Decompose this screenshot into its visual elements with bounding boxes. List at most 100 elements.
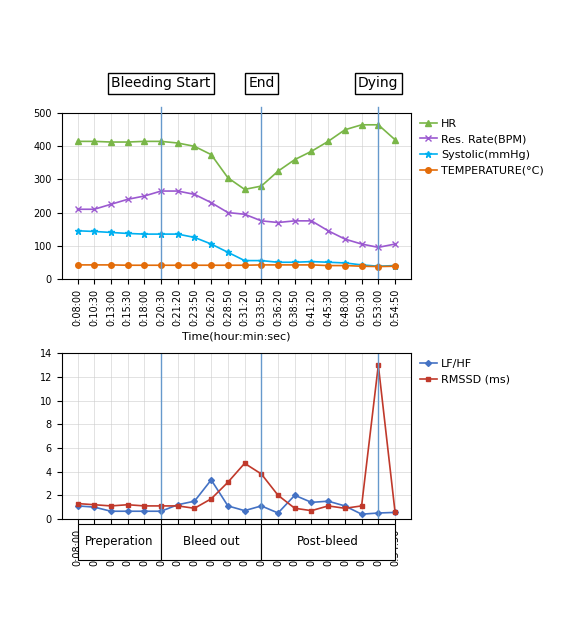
- TEMPERATURE(°C): [141, 262, 148, 269]
- Res. Rate(BPM): [174, 187, 181, 195]
- Systolic(mmHg): [157, 230, 164, 238]
- TEMPERATURE(°C): [74, 261, 81, 269]
- Res. Rate(BPM): [157, 187, 164, 195]
- TEMPERATURE(°C): [124, 262, 131, 269]
- RMSSD (ms): [224, 479, 231, 486]
- RMSSD (ms): [124, 501, 131, 508]
- LF/HF: [208, 476, 215, 484]
- Systolic(mmHg): [342, 259, 349, 267]
- HR: [358, 121, 365, 128]
- TEMPERATURE(°C): [392, 262, 399, 270]
- RMSSD (ms): [191, 504, 198, 512]
- Res. Rate(BPM): [208, 199, 215, 206]
- Text: Preperation: Preperation: [85, 535, 154, 548]
- Line: TEMPERATURE(°C): TEMPERATURE(°C): [75, 262, 398, 269]
- LF/HF: [107, 508, 114, 515]
- TEMPERATURE(°C): [291, 261, 298, 269]
- RMSSD (ms): [258, 470, 265, 478]
- HR: [342, 126, 349, 133]
- Res. Rate(BPM): [375, 243, 382, 251]
- Systolic(mmHg): [141, 230, 148, 238]
- Line: HR: HR: [75, 122, 398, 192]
- LF/HF: [308, 499, 315, 506]
- LF/HF: [174, 501, 181, 508]
- Res. Rate(BPM): [191, 191, 198, 198]
- Text: Bleed out: Bleed out: [183, 535, 239, 548]
- Systolic(mmHg): [74, 227, 81, 235]
- Line: Systolic(mmHg): Systolic(mmHg): [74, 227, 399, 270]
- Res. Rate(BPM): [124, 196, 131, 203]
- Systolic(mmHg): [358, 261, 365, 269]
- RMSSD (ms): [375, 362, 382, 369]
- Res. Rate(BPM): [241, 211, 248, 218]
- HR: [275, 167, 282, 175]
- RMSSD (ms): [91, 501, 98, 508]
- TEMPERATURE(°C): [258, 261, 265, 269]
- Res. Rate(BPM): [325, 227, 332, 235]
- Text: Dying: Dying: [358, 76, 399, 91]
- Res. Rate(BPM): [358, 240, 365, 248]
- Legend: HR, Res. Rate(BPM), Systolic(mmHg), TEMPERATURE(°C): HR, Res. Rate(BPM), Systolic(mmHg), TEMP…: [420, 119, 544, 175]
- Systolic(mmHg): [275, 259, 282, 266]
- LF/HF: [91, 503, 98, 511]
- Res. Rate(BPM): [291, 217, 298, 225]
- TEMPERATURE(°C): [174, 262, 181, 269]
- HR: [308, 148, 315, 155]
- TEMPERATURE(°C): [375, 263, 382, 270]
- RMSSD (ms): [392, 508, 399, 516]
- Res. Rate(BPM): [141, 192, 148, 200]
- Systolic(mmHg): [91, 228, 98, 235]
- Systolic(mmHg): [291, 259, 298, 266]
- HR: [258, 182, 265, 190]
- Systolic(mmHg): [241, 257, 248, 264]
- LF/HF: [392, 509, 399, 516]
- Systolic(mmHg): [174, 230, 181, 238]
- Res. Rate(BPM): [342, 235, 349, 243]
- HR: [325, 138, 332, 145]
- RMSSD (ms): [308, 507, 315, 515]
- RMSSD (ms): [358, 502, 365, 509]
- TEMPERATURE(°C): [342, 262, 349, 269]
- LF/HF: [258, 502, 265, 509]
- LF/HF: [342, 502, 349, 509]
- LF/HF: [74, 502, 81, 509]
- LF/HF: [291, 491, 298, 499]
- Line: RMSSD (ms): RMSSD (ms): [75, 363, 397, 514]
- RMSSD (ms): [174, 502, 181, 509]
- HR: [241, 186, 248, 193]
- Text: Post-bleed: Post-bleed: [297, 535, 359, 548]
- Text: Bleeding Start: Bleeding Start: [112, 76, 211, 91]
- Systolic(mmHg): [224, 248, 231, 256]
- RMSSD (ms): [342, 504, 349, 512]
- TEMPERATURE(°C): [308, 261, 315, 269]
- Line: LF/HF: LF/HF: [75, 478, 397, 516]
- LF/HF: [124, 508, 131, 515]
- LF/HF: [241, 507, 248, 515]
- HR: [291, 156, 298, 164]
- TEMPERATURE(°C): [224, 262, 231, 269]
- HR: [191, 143, 198, 150]
- TEMPERATURE(°C): [358, 262, 365, 270]
- RMSSD (ms): [208, 495, 215, 503]
- HR: [392, 136, 399, 143]
- HR: [157, 138, 164, 145]
- Res. Rate(BPM): [275, 219, 282, 226]
- RMSSD (ms): [241, 460, 248, 467]
- TEMPERATURE(°C): [208, 262, 215, 269]
- LF/HF: [224, 502, 231, 509]
- Systolic(mmHg): [124, 230, 131, 237]
- HR: [74, 138, 81, 145]
- Systolic(mmHg): [107, 229, 114, 237]
- LF/HF: [375, 509, 382, 517]
- Res. Rate(BPM): [91, 206, 98, 213]
- LF/HF: [325, 498, 332, 505]
- Systolic(mmHg): [191, 233, 198, 241]
- Systolic(mmHg): [208, 240, 215, 248]
- LF/HF: [157, 508, 164, 515]
- Res. Rate(BPM): [74, 206, 81, 213]
- Systolic(mmHg): [375, 262, 382, 270]
- Legend: LF/HF, RMSSD (ms): LF/HF, RMSSD (ms): [420, 359, 510, 384]
- TEMPERATURE(°C): [275, 261, 282, 269]
- HR: [208, 151, 215, 159]
- TEMPERATURE(°C): [91, 261, 98, 269]
